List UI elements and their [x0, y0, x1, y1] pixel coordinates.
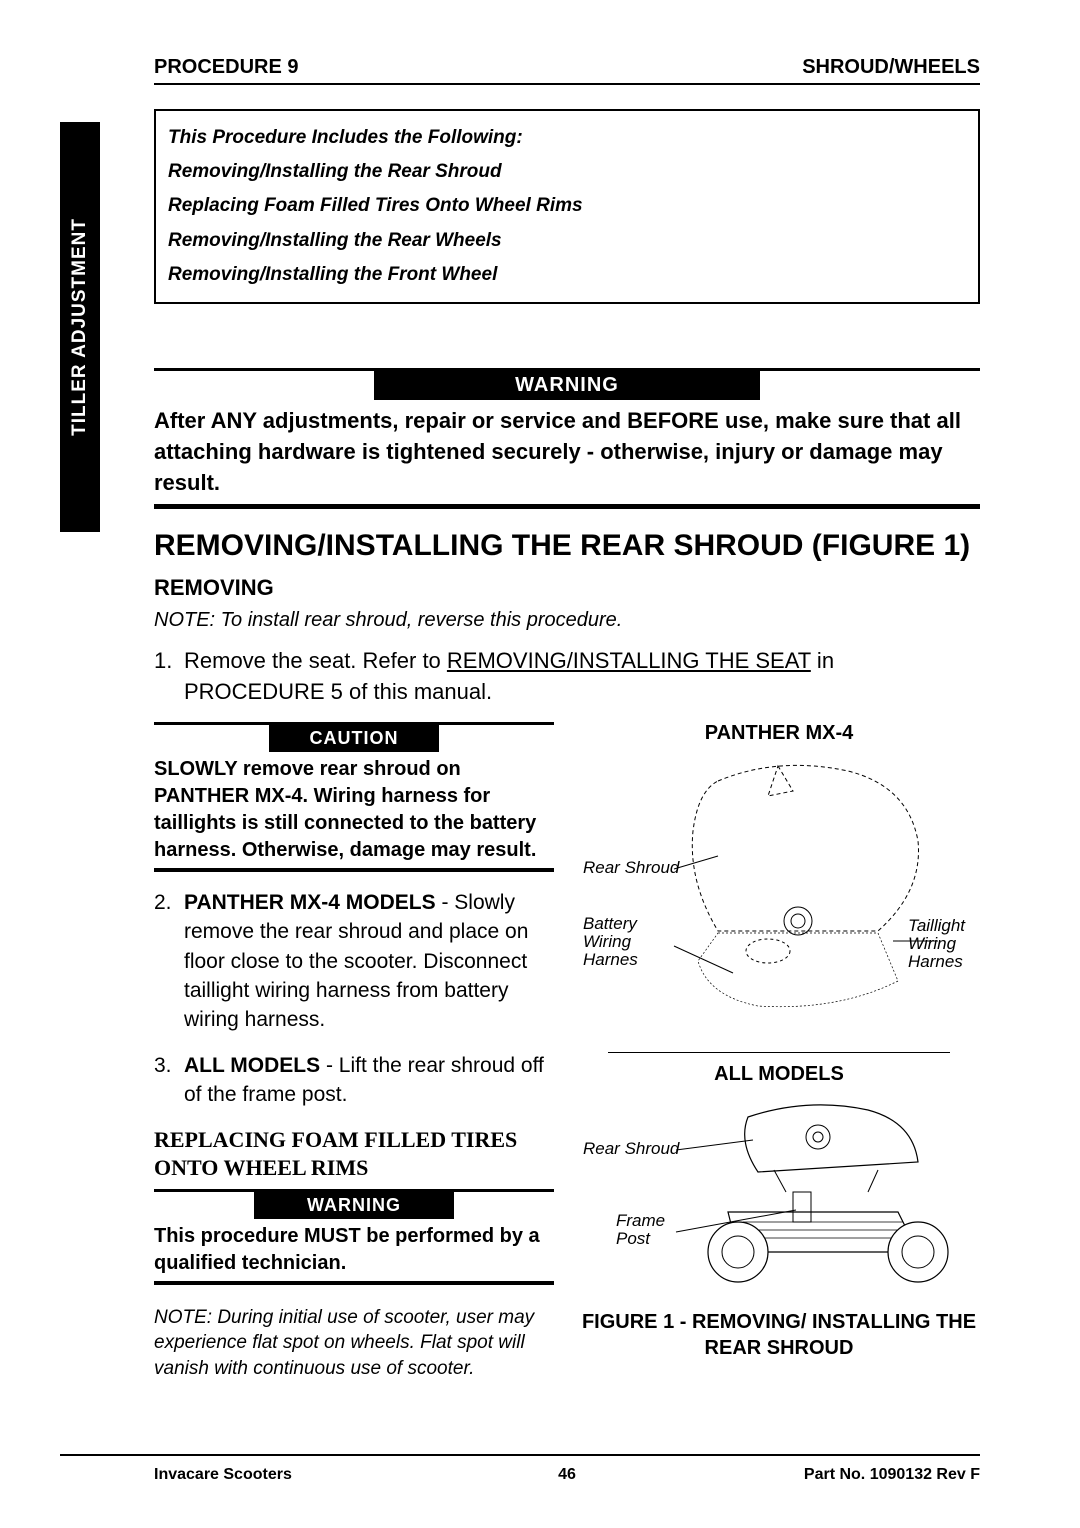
- figure-caption: FIGURE 1 - REMOVING/ INSTALLING THE REAR…: [578, 1309, 980, 1361]
- fig-label-rear-shroud-2: Rear Shroud: [583, 1139, 680, 1158]
- caution-text: SLOWLY remove rear shroud on PANTHER MX-…: [154, 756, 554, 864]
- fig-label-frame-post: Post: [616, 1229, 651, 1248]
- side-tab: TILLER ADJUSTMENT: [60, 122, 100, 532]
- fig-label-rear-shroud: Rear Shroud: [583, 858, 680, 877]
- divider: [154, 504, 980, 509]
- divider: [154, 868, 554, 872]
- figure-2-title: ALL MODELS: [578, 1063, 980, 1086]
- page-footer: Invacare Scooters 46 Part No. 1090132 Re…: [154, 1466, 980, 1484]
- includes-item: Removing/Installing the Front Wheel: [168, 258, 966, 292]
- side-tab-label: TILLER ADJUSTMENT: [69, 218, 91, 436]
- fig-label-taillight: Harnes: [908, 952, 963, 971]
- figure-area: PANTHER MX-4 Rear Shroud Battery Wiring …: [578, 722, 980, 1382]
- header-left: PROCEDURE 9: [154, 56, 298, 79]
- fig-label-taillight: Wiring: [908, 934, 957, 953]
- step-num: 2.: [154, 888, 172, 917]
- step-link: REMOVING/INSTALLING THE SEAT: [447, 648, 811, 673]
- warning-label-2: WARNING: [254, 1192, 454, 1219]
- step-text-pre: Remove the seat. Refer to: [184, 648, 447, 673]
- fig-label-taillight: Taillight: [908, 916, 966, 935]
- figure-1-diagram: Rear Shroud Battery Wiring Harnes Tailli…: [578, 751, 978, 1041]
- step-num: 3.: [154, 1051, 172, 1080]
- step-num: 1.: [154, 646, 172, 677]
- note-text: NOTE: To install rear shroud, reverse th…: [154, 609, 980, 632]
- warning-text: After ANY adjustments, repair or service…: [154, 406, 980, 498]
- includes-item: Replacing Foam Filled Tires Onto Wheel R…: [168, 189, 966, 223]
- figure-divider: [608, 1052, 950, 1053]
- figure-2-diagram: Rear Shroud Frame Post: [578, 1092, 978, 1292]
- includes-title: This Procedure Includes the Following:: [168, 121, 966, 155]
- header-right: SHROUD/WHEELS: [802, 56, 980, 79]
- footer-rule: [60, 1454, 980, 1456]
- warning-label: WARNING: [374, 371, 760, 400]
- step-1: 1. Remove the seat. Refer to REMOVING/IN…: [154, 646, 980, 708]
- step-bold: ALL MODELS: [184, 1054, 320, 1077]
- divider: [154, 1281, 554, 1285]
- warning-text-2: This procedure MUST be performed by a qu…: [154, 1223, 554, 1277]
- fig-label-battery: Harnes: [583, 950, 638, 969]
- caution-bar: CAUTION: [154, 722, 554, 752]
- step-bold: PANTHER MX-4 MODELS: [184, 891, 436, 914]
- figure-1-title: PANTHER MX-4: [578, 722, 980, 745]
- warning-bar-2: WARNING: [154, 1189, 554, 1219]
- includes-item: Removing/Installing the Rear Wheels: [168, 224, 966, 258]
- note-text-2: NOTE: During initial use of scooter, use…: [154, 1305, 554, 1382]
- fig-label-battery: Battery: [583, 914, 638, 933]
- page-header: PROCEDURE 9 SHROUD/WHEELS: [60, 56, 980, 85]
- includes-item: Removing/Installing the Rear Shroud: [168, 155, 966, 189]
- fig-label-frame-post: Frame: [616, 1211, 665, 1230]
- step-2: 2. PANTHER MX-4 MODELS - Slowly remove t…: [154, 888, 554, 1035]
- includes-box: This Procedure Includes the Following: R…: [154, 109, 980, 304]
- section2-heading: REPLACING FOAM FILLED TIRES ONTO WHEEL R…: [154, 1126, 554, 1183]
- step-3: 3. ALL MODELS - Lift the rear shroud off…: [154, 1051, 554, 1110]
- warning-bar: WARNING: [154, 368, 980, 400]
- fig-label-battery: Wiring: [583, 932, 632, 951]
- caution-label: CAUTION: [269, 725, 439, 752]
- section-subheading: REMOVING: [154, 575, 980, 601]
- section-heading: REMOVING/INSTALLING THE REAR SHROUD (FIG…: [154, 529, 980, 563]
- footer-center: 46: [154, 1466, 980, 1484]
